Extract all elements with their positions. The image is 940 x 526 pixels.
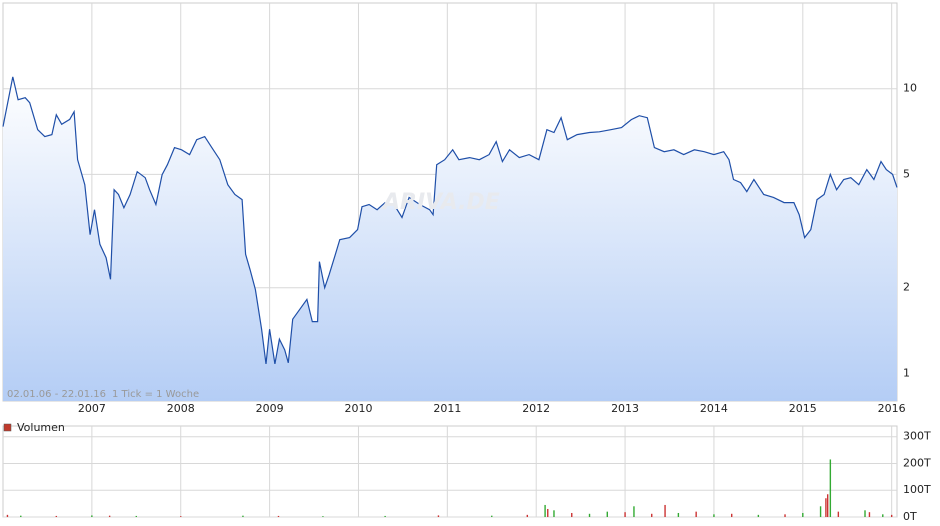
volume-bar [695,511,697,517]
volume-bar [606,511,608,517]
y-tick-label: 100T [903,483,931,496]
volume-bar [757,514,760,517]
y-tick-label: 200T [903,456,931,469]
x-tick-label: 2010 [344,402,372,415]
volume-bar [55,515,58,517]
volume-bar [713,514,715,517]
volume-bar [826,494,829,517]
x-tick-label: 2008 [167,402,195,415]
volume-bar [547,508,549,517]
y-tick-label: 1 [903,366,910,379]
volume-bar [544,504,546,517]
volume-bar [91,515,93,517]
y-tick-label: 2 [903,281,910,294]
price-line [2,76,898,365]
volume-bar [384,515,386,517]
volume-bar [731,513,733,517]
x-tick-label: 2012 [522,402,550,415]
volume-bar [890,514,893,517]
volume-bar [819,506,822,517]
volume-bar [571,512,573,517]
x-tick-label: 2013 [611,402,639,415]
price-area [3,76,897,402]
volume-bar [108,515,111,517]
volume-panel [2,425,898,518]
y-tick-label: 0T [903,510,917,523]
x-tick-label: 2007 [78,402,106,415]
volume-bar [6,514,9,517]
volume-bar [491,515,493,517]
volume-bar [526,514,529,517]
x-tick-label: 2015 [789,402,817,415]
volume-bar [242,515,244,517]
legend-label: Volumen [17,421,65,434]
x-tick-label: 2016 [878,402,906,415]
y-tick-label: 5 [903,167,910,180]
volume-bar [135,515,138,517]
volume-bar [633,506,635,517]
volume-bar [20,515,22,517]
volume-bar [651,513,653,517]
x-tick-label: 2011 [433,402,461,415]
volume-bar [588,513,591,517]
volume-bar [180,516,182,517]
volume-bar [322,516,324,517]
volume-bar [624,512,626,517]
volume-bar [868,512,871,517]
volume-bar [664,504,666,517]
volume-bar [437,515,440,517]
volume-bar [882,514,884,517]
tick-note: 1 Tick = 1 Woche [112,389,199,400]
range-note: 02.01.06 - 22.01.16 [7,389,106,400]
volume-bar [864,510,866,517]
x-tick-label: 2009 [256,402,284,415]
volume-bar [802,512,804,517]
volume-bar [277,515,280,517]
volume-bar [829,459,832,517]
volume-bar [677,512,680,517]
x-tick-label: 2014 [700,402,728,415]
volume-bar [553,510,555,517]
volume-bar [825,498,827,517]
volume-bar [784,514,786,517]
y-tick-label: 300T [903,430,931,443]
volume-bar [837,511,840,517]
watermark: ARIVA.DE [381,190,500,215]
legend-swatch [3,423,12,432]
y-tick-label: 10 [903,82,917,95]
